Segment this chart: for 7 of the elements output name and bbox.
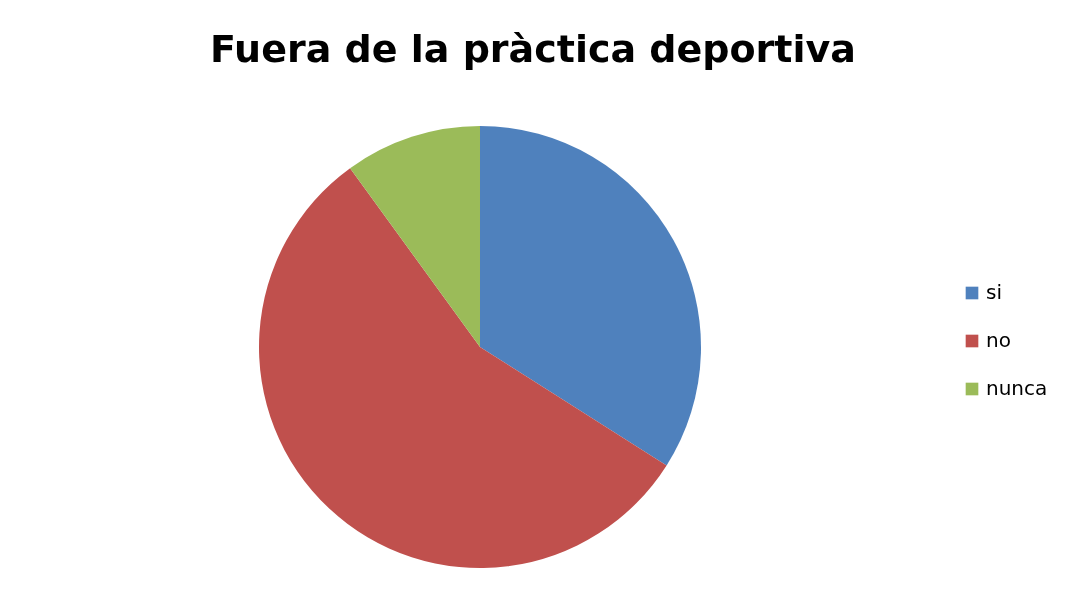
legend-label: nunca xyxy=(986,376,1048,400)
pie-slice xyxy=(480,126,701,466)
chart-title: Fuera de la pràctica deportiva xyxy=(210,27,856,71)
legend-label: si xyxy=(986,280,1002,304)
legend-label: no xyxy=(986,328,1011,352)
pie-slice xyxy=(350,126,480,347)
pie-slice xyxy=(259,168,667,568)
